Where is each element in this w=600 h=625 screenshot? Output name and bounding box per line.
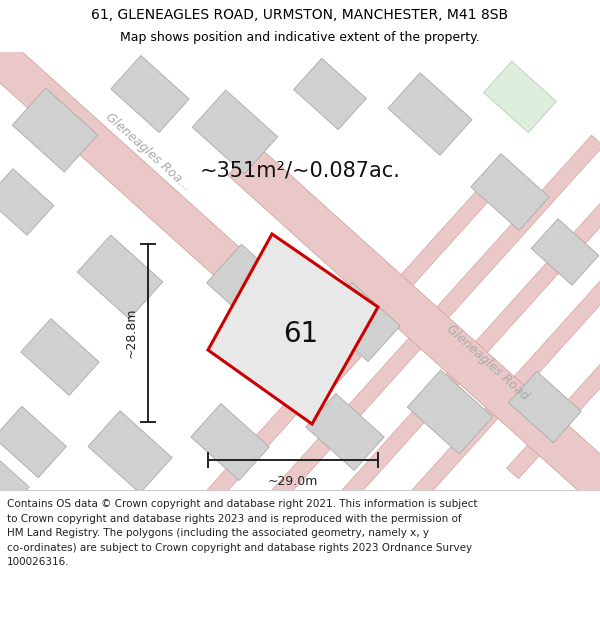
Polygon shape	[0, 169, 54, 235]
Text: ~29.0m: ~29.0m	[268, 475, 318, 488]
Polygon shape	[12, 88, 98, 172]
Text: 61, GLENEAGLES ROAD, URMSTON, MANCHESTER, M41 8SB: 61, GLENEAGLES ROAD, URMSTON, MANCHESTER…	[91, 8, 509, 21]
Polygon shape	[208, 234, 378, 424]
Polygon shape	[0, 444, 29, 521]
Polygon shape	[471, 154, 549, 231]
Polygon shape	[206, 244, 293, 330]
Text: Gleneagles Roa...: Gleneagles Roa...	[103, 111, 193, 194]
Polygon shape	[306, 394, 384, 471]
Polygon shape	[509, 371, 581, 442]
Polygon shape	[21, 319, 99, 396]
Polygon shape	[157, 135, 600, 625]
Polygon shape	[407, 370, 493, 454]
Polygon shape	[531, 219, 599, 285]
Text: ~351m²/~0.087ac.: ~351m²/~0.087ac.	[200, 160, 401, 180]
Polygon shape	[47, 185, 493, 625]
Polygon shape	[320, 282, 400, 362]
Polygon shape	[192, 90, 278, 174]
Polygon shape	[0, 406, 67, 478]
Polygon shape	[484, 61, 556, 132]
Polygon shape	[506, 0, 600, 479]
Polygon shape	[77, 235, 163, 319]
Polygon shape	[386, 35, 600, 529]
Polygon shape	[293, 58, 367, 129]
Text: Gleneagles Road: Gleneagles Road	[445, 322, 532, 402]
Polygon shape	[228, 144, 600, 550]
Polygon shape	[111, 56, 189, 132]
Polygon shape	[272, 85, 600, 579]
Text: ~28.8m: ~28.8m	[125, 308, 138, 358]
Polygon shape	[388, 72, 472, 155]
Polygon shape	[191, 404, 269, 481]
Text: Map shows position and indicative extent of the property.: Map shows position and indicative extent…	[120, 31, 480, 44]
Text: 61: 61	[283, 320, 318, 348]
Text: Contains OS data © Crown copyright and database right 2021. This information is : Contains OS data © Crown copyright and d…	[7, 499, 478, 567]
Polygon shape	[0, 9, 361, 385]
Polygon shape	[88, 411, 172, 493]
